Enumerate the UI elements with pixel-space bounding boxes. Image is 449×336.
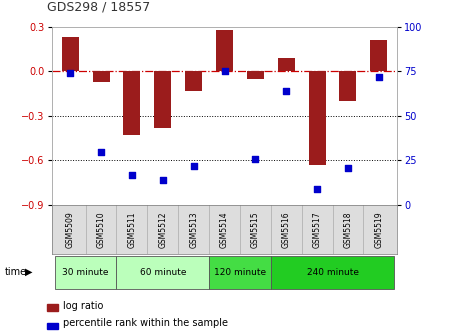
Text: GSM5510: GSM5510 — [97, 211, 106, 248]
Point — [375, 74, 383, 79]
Point — [221, 69, 228, 74]
Bar — [370, 40, 387, 72]
Point — [128, 172, 136, 177]
Bar — [308, 72, 326, 165]
Text: GSM5515: GSM5515 — [251, 211, 260, 248]
Bar — [116, 256, 209, 289]
Text: percentile rank within the sample: percentile rank within the sample — [63, 318, 228, 328]
Text: GSM5511: GSM5511 — [128, 211, 136, 248]
Text: GSM5517: GSM5517 — [313, 211, 321, 248]
Bar — [92, 72, 110, 82]
Bar — [209, 256, 271, 289]
Text: GSM5516: GSM5516 — [282, 211, 291, 248]
Bar — [123, 72, 141, 135]
Point — [66, 71, 74, 76]
Text: GSM5519: GSM5519 — [374, 211, 383, 248]
Point — [344, 165, 352, 170]
Bar — [278, 58, 295, 72]
Text: GSM5513: GSM5513 — [189, 211, 198, 248]
Text: GSM5514: GSM5514 — [220, 211, 229, 248]
Bar — [216, 30, 233, 72]
Point — [252, 156, 259, 161]
Point — [159, 177, 166, 183]
Text: 240 minute: 240 minute — [307, 268, 359, 277]
Text: GSM5518: GSM5518 — [343, 211, 352, 248]
Bar — [339, 72, 357, 101]
Text: 30 minute: 30 minute — [62, 268, 109, 277]
Bar — [47, 304, 58, 311]
Point — [283, 88, 290, 94]
Text: time: time — [4, 267, 26, 277]
Text: 120 minute: 120 minute — [214, 268, 266, 277]
Point — [97, 149, 105, 154]
Bar — [62, 37, 79, 72]
Text: ▶: ▶ — [25, 267, 32, 277]
Bar — [247, 72, 264, 79]
Bar — [47, 323, 58, 329]
Bar — [271, 256, 394, 289]
Text: GSM5509: GSM5509 — [66, 211, 75, 248]
Point — [313, 186, 321, 192]
Text: 60 minute: 60 minute — [140, 268, 186, 277]
Bar — [55, 256, 116, 289]
Text: log ratio: log ratio — [63, 301, 103, 311]
Text: GDS298 / 18557: GDS298 / 18557 — [47, 0, 150, 13]
Text: GSM5512: GSM5512 — [158, 211, 167, 248]
Point — [190, 163, 197, 168]
Bar — [154, 72, 171, 128]
Bar — [185, 72, 202, 91]
